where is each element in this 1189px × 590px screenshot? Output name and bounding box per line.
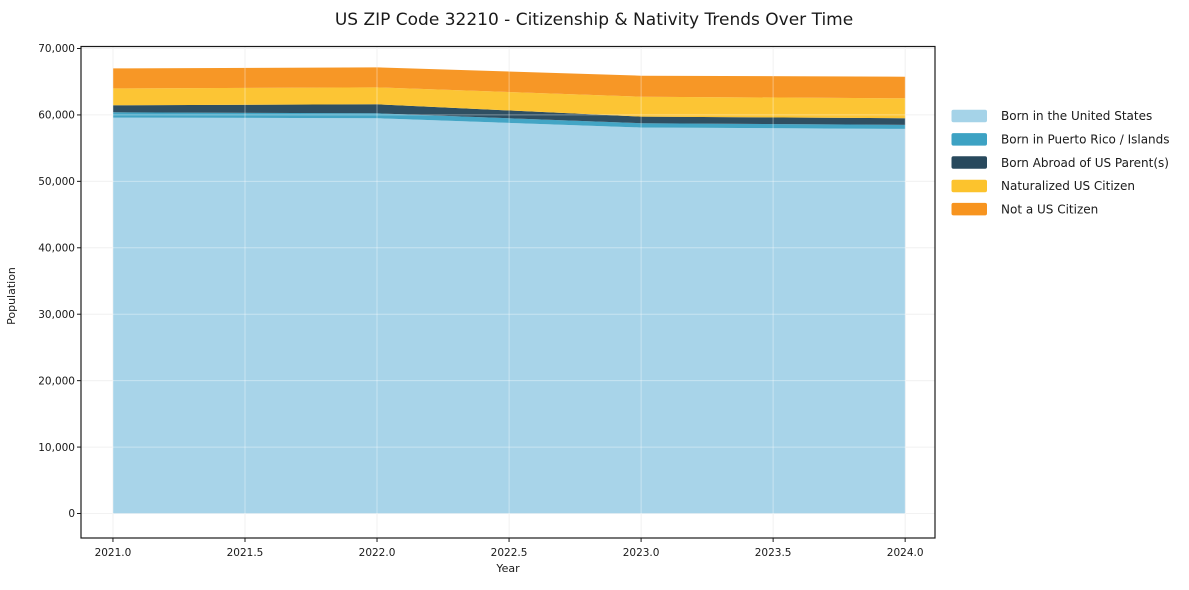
area-not-a-us-citizen [113, 67, 906, 99]
x-tick-label: 2023.0 [623, 547, 660, 559]
x-tick-label: 2022.5 [491, 547, 528, 559]
legend-item-not-a-us-citizen: Not a US Citizen [951, 202, 1098, 216]
x-tick-label: 2023.5 [755, 547, 792, 559]
legend-item-born-abroad-of-us-parent-s: Born Abroad of US Parent(s) [951, 156, 1169, 170]
y-tick-label: 60,000 [38, 110, 75, 122]
area-naturalized-us-citizen [113, 87, 906, 119]
chart-title: US ZIP Code 32210 - Citizenship & Nativi… [335, 10, 853, 30]
y-tick-label: 0 [68, 508, 75, 520]
y-tick-label: 50,000 [38, 176, 75, 188]
legend: Born in the United States Born in Puerto … [951, 109, 1170, 216]
legend-item-born-in-the-united-states: Born in the United States [951, 109, 1152, 123]
x-axis-label: Year [495, 562, 520, 575]
area-born-in-puerto-rico-islands [113, 112, 906, 129]
legend-swatch [951, 202, 987, 216]
stacked-areas [113, 67, 906, 514]
y-tick-label: 20,000 [38, 375, 75, 387]
y-axis-label: Population [5, 267, 18, 325]
y-tick-label: 30,000 [38, 309, 75, 321]
legend-swatch [951, 109, 987, 123]
axis-tick-labels: 2021.0 2021.5 2022.0 2022.5 2023.0 2023.5 2024… [38, 43, 923, 559]
y-tick-label: 70,000 [38, 43, 75, 55]
area-born-in-the-united-states [113, 117, 906, 514]
legend-label: Not a US Citizen [1001, 202, 1098, 216]
legend-swatch [951, 133, 987, 146]
axis-ticks [77, 47, 906, 542]
legend-label: Born Abroad of US Parent(s) [1001, 156, 1169, 170]
x-tick-label: 2022.0 [359, 547, 396, 559]
x-tick-label: 2021.5 [227, 547, 264, 559]
grid-over [81, 46, 935, 538]
area-born-abroad-of-us-parent-s [113, 104, 906, 125]
legend-item-naturalized-us-citizen: Naturalized US Citizen [951, 179, 1135, 193]
legend-label: Naturalized US Citizen [1001, 179, 1135, 193]
legend-label: Born in the United States [1001, 109, 1152, 123]
x-tick-label: 2021.0 [95, 547, 132, 559]
y-tick-label: 40,000 [38, 242, 75, 254]
plot-frame [80, 45, 936, 539]
legend-swatch [951, 156, 987, 169]
legend-swatch [951, 179, 987, 193]
x-tick-label: 2024.0 [887, 547, 924, 559]
legend-label: Born in Puerto Rico / Islands [1001, 133, 1170, 147]
legend-item-born-in-puerto-rico-islands: Born in Puerto Rico / Islands [951, 133, 1170, 147]
y-tick-label: 10,000 [38, 442, 75, 454]
